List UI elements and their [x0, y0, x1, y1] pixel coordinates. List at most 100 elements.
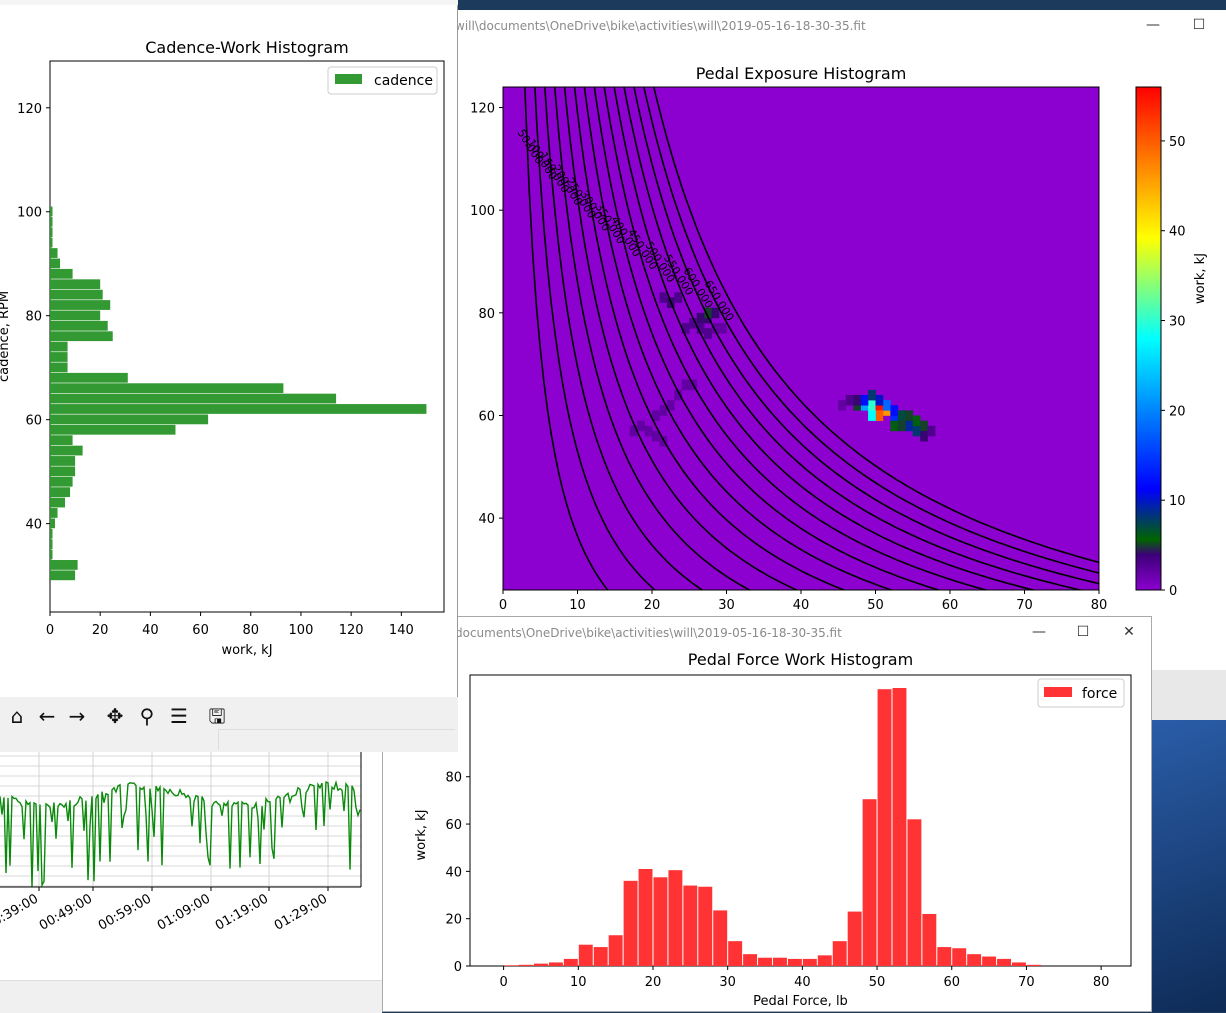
colorbar-tick-label: 40 [1169, 225, 1186, 240]
colorbar-tick-label: 0 [1169, 584, 1177, 599]
minimize-button[interactable]: — [1146, 17, 1160, 33]
heatmap-cell [644, 425, 653, 437]
x-tick-label: 0 [499, 598, 507, 613]
y-tick-label: 80 [478, 307, 495, 322]
x-tick-label: 00:59:00 [96, 891, 154, 933]
heatmap-cell [845, 394, 854, 406]
chart-title: Cadence-Work Histogram [145, 38, 348, 57]
timeseries-window: 00:39:00 00:49:00 00:59:00 01:09:00 01:19:00… [0, 740, 382, 1013]
bar [772, 957, 787, 966]
maximize-button[interactable]: ☐ [1192, 17, 1206, 33]
bar [50, 435, 73, 446]
bar [593, 947, 608, 966]
contour-line [643, 87, 1099, 574]
x-tick-label: 30 [719, 975, 736, 990]
x-tick-label: 0 [499, 975, 507, 990]
contour-line [613, 87, 1037, 590]
bar [519, 964, 533, 966]
exposure-titlebar[interactable]: will\documents\OneDrive\bike\activities\… [455, 10, 1226, 40]
legend-box [1037, 678, 1125, 708]
bar [50, 352, 68, 362]
bar [802, 958, 817, 966]
heatmap-cell [637, 420, 645, 432]
y-tick-label: 120 [470, 102, 495, 117]
bar [638, 869, 653, 966]
x-tick-label: 40 [793, 598, 810, 613]
heatmap-cell [912, 415, 921, 427]
bar [758, 957, 772, 966]
contour-line [593, 87, 942, 590]
x-tick-label: 00:49:00 [37, 891, 95, 933]
zoom-icon[interactable]: ⚲ [139, 704, 155, 728]
bar [50, 528, 53, 539]
x-tick-label: 0 [46, 623, 54, 638]
close-button[interactable]: ✕ [1123, 624, 1135, 640]
bar [907, 819, 922, 966]
minimize-button[interactable]: — [1032, 624, 1046, 640]
bar [952, 948, 967, 966]
bar [832, 941, 847, 966]
x-tick-label: 140 [389, 623, 414, 638]
bar [578, 944, 593, 966]
heatmap-cell [875, 410, 884, 421]
home-icon[interactable]: ⌂ [10, 704, 24, 728]
cadence-titlebar-edge[interactable] [0, 0, 458, 5]
x-tick-label: 70 [1016, 598, 1033, 613]
bar [50, 383, 284, 394]
heatmap-cell [674, 389, 683, 401]
heatmap-cell [868, 389, 876, 401]
bar [50, 497, 66, 508]
heatmap-cell [681, 323, 690, 334]
heatmap-cell [875, 394, 884, 406]
bar [967, 954, 982, 966]
x-tick-label: 30 [718, 598, 735, 613]
taskbar-strip [1150, 660, 1226, 720]
bar [623, 880, 638, 966]
bar [937, 947, 952, 966]
legend-label: force [1082, 686, 1117, 702]
colorbar [1135, 86, 1162, 591]
bar [50, 341, 68, 352]
contour-line [603, 87, 989, 590]
save-icon[interactable]: 🖫 [208, 704, 226, 728]
bar [533, 963, 548, 966]
y-axis-label: work, kJ [414, 809, 429, 860]
maximize-button[interactable]: ☐ [1076, 624, 1090, 640]
contour-line [553, 87, 752, 590]
y-tick-label: 100 [17, 206, 42, 221]
forward-arrow-icon[interactable]: → [68, 704, 86, 728]
heatmap-cell [659, 405, 668, 416]
legend: force [1037, 678, 1125, 708]
pan-icon[interactable]: ✥ [106, 704, 124, 728]
bar [982, 956, 997, 966]
bar [50, 206, 53, 217]
bar [50, 424, 176, 435]
bar [1026, 964, 1041, 966]
heatmap-cell [704, 328, 712, 339]
plot-frame [469, 674, 1132, 967]
bar [50, 300, 111, 310]
toolbar-message-area [218, 729, 455, 750]
bar [563, 958, 578, 966]
contour-line [563, 87, 799, 590]
back-arrow-icon[interactable]: ← [38, 704, 56, 728]
bar [548, 962, 563, 966]
configure-icon[interactable]: ☰ [170, 704, 188, 728]
heatmap-cell [853, 394, 861, 406]
x-tick-label: 01:19:00 [213, 891, 271, 933]
bar [608, 935, 623, 966]
contour-line [652, 87, 1099, 564]
y-tick-label: 0 [454, 960, 462, 975]
x-tick-label: 80 [1093, 975, 1110, 990]
y-tick-label: 40 [25, 518, 42, 533]
force-titlebar[interactable]: documents\OneDrive\bike\activities\will\… [383, 617, 1151, 647]
bar [877, 689, 892, 966]
heatmap-cell [890, 420, 899, 432]
bar [922, 913, 937, 966]
contour-line [623, 87, 1084, 590]
y-tick-label: 60 [25, 414, 42, 429]
bar [50, 456, 76, 466]
legend-label: cadence [374, 73, 433, 89]
x-tick-label: 70 [1018, 975, 1035, 990]
